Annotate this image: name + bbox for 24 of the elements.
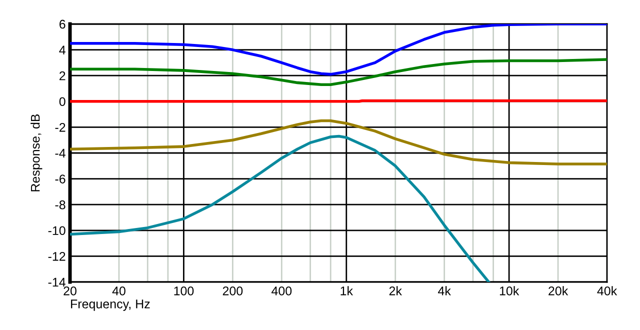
y-tick-label: 4 bbox=[59, 46, 66, 54]
x-tick-label: 200 bbox=[222, 286, 243, 296]
x-tick-label: 400 bbox=[272, 286, 292, 296]
x-tick-label: 4k bbox=[438, 286, 451, 296]
y-tick-label: -14 bbox=[48, 278, 66, 287]
y-tick-label: 2 bbox=[60, 71, 66, 80]
x-tick-label: 40 bbox=[112, 286, 126, 296]
x-axis-title: Frequency, Hz bbox=[71, 300, 150, 311]
y-axis-title: Response, dB bbox=[30, 114, 42, 192]
x-tick-label: 1k bbox=[340, 286, 353, 296]
x-tick-label: 100 bbox=[174, 286, 194, 296]
y-tick-label: -6 bbox=[55, 174, 66, 184]
y-tick-label: 0 bbox=[59, 97, 66, 106]
y-tick-label: -10 bbox=[48, 226, 66, 236]
y-tick-label: -4 bbox=[55, 148, 66, 158]
x-tick-label: 2k bbox=[389, 286, 402, 296]
y-tick-label: -2 bbox=[55, 123, 66, 132]
y-tick-label: 6 bbox=[60, 20, 66, 29]
x-tick-label: 20 bbox=[64, 286, 76, 296]
x-tick-label: 20k bbox=[548, 286, 568, 296]
y-tick-label: -8 bbox=[55, 200, 66, 210]
y-tick-label: -12 bbox=[48, 252, 66, 261]
x-tick-label: 10k bbox=[500, 286, 520, 296]
x-tick-label: 40k bbox=[597, 286, 618, 296]
